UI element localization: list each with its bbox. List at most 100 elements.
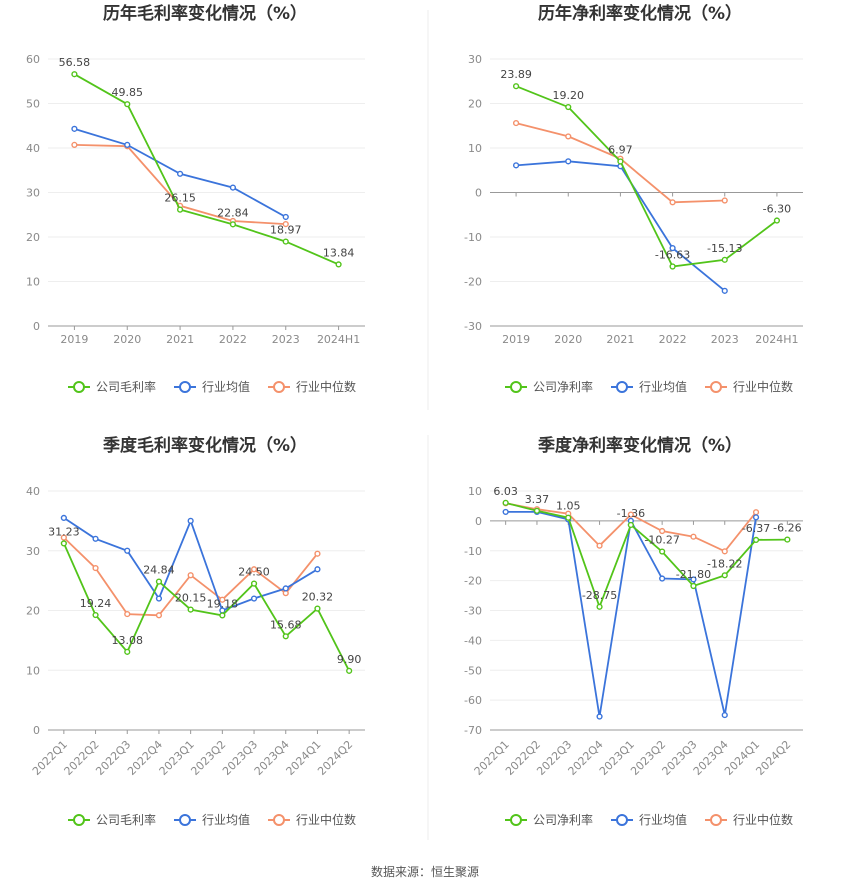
data-point-company [71, 71, 78, 78]
data-point-company [565, 103, 572, 111]
data-label: -6.30 [763, 203, 791, 216]
data-label: 31.23 [48, 525, 80, 538]
y-tick-label: 0 [33, 320, 40, 333]
data-point-company [335, 261, 342, 268]
data-point-avg [71, 125, 78, 132]
y-tick-label: -50 [464, 664, 482, 677]
series-line-avg [505, 510, 757, 717]
y-tick-label: 30 [26, 545, 40, 558]
y-tick-label: 0 [475, 187, 482, 200]
y-tick-label: 40 [26, 485, 40, 498]
data-label: -10.27 [644, 534, 679, 547]
data-point-avg [752, 514, 760, 521]
legend-item-median: 行业中位数 [296, 379, 356, 394]
data-label: 49.85 [112, 86, 144, 99]
data-point-avg [690, 576, 697, 583]
data-point-avg [124, 141, 131, 148]
series-line-company [505, 502, 788, 610]
data-point-median [187, 572, 194, 579]
data-point-company [690, 582, 697, 590]
x-tick-label: 2024H1 [317, 333, 360, 346]
y-tick-label: -20 [464, 276, 482, 289]
data-point-avg [176, 170, 184, 177]
data-point-company [627, 521, 634, 529]
y-tick-label: 60 [26, 53, 40, 66]
data-point-company [124, 648, 131, 655]
x-tick-label: 2020 [113, 333, 141, 346]
legend-item-company: 公司毛利率 [96, 379, 156, 394]
data-label: 1.05 [556, 500, 581, 513]
data-point-company [752, 536, 760, 544]
chart-title: 历年净利率变化情况（%） [538, 3, 742, 24]
y-tick-label: 40 [26, 142, 40, 155]
data-point-avg [512, 162, 520, 169]
data-label: -1.36 [617, 507, 645, 520]
data-point-median [92, 564, 99, 572]
data-point-avg [721, 287, 728, 294]
legend-marker-median [273, 814, 285, 826]
data-point-median [627, 511, 634, 518]
chart-title: 历年毛利率变化情况（%） [103, 3, 307, 24]
data-point-median [155, 612, 163, 619]
legend-marker-median [710, 814, 722, 826]
legend-marker-company [73, 381, 85, 393]
data-label: 56.58 [59, 56, 91, 69]
data-label: 26.15 [164, 192, 196, 205]
series-line-company [515, 85, 778, 268]
y-tick-label: 20 [26, 231, 40, 244]
y-tick-label: -60 [464, 694, 482, 707]
data-point-company [617, 158, 624, 165]
chart-title: 季度净利率变化情况（%） [538, 435, 742, 456]
data-point-company [250, 580, 258, 587]
y-tick-label: 50 [26, 98, 40, 111]
y-tick-label: 0 [33, 724, 40, 737]
legend-item-company: 公司净利率 [533, 379, 593, 394]
data-point-median [124, 610, 131, 618]
y-tick-label: 10 [468, 485, 482, 498]
data-point-median [512, 119, 520, 127]
data-point-company [773, 217, 781, 224]
series-line-company [63, 543, 350, 672]
data-point-median [721, 197, 728, 204]
legend-item-median: 行业中位数 [733, 812, 793, 827]
data-label: 6.03 [493, 485, 518, 498]
y-tick-label: -40 [464, 634, 482, 647]
data-point-avg [155, 595, 163, 602]
x-tick-label: 2021 [606, 333, 634, 346]
data-point-company [502, 499, 509, 506]
y-tick-label: -20 [464, 575, 482, 588]
y-tick-label: 20 [26, 605, 40, 618]
legend-item-company: 公司毛利率 [96, 812, 156, 827]
data-point-company [346, 667, 353, 674]
data-label: 24.84 [143, 564, 175, 577]
data-point-company [512, 83, 520, 90]
y-tick-label: -10 [464, 231, 482, 244]
x-tick-label: 2019 [502, 333, 530, 346]
data-point-company [565, 514, 572, 521]
data-label: -21.80 [676, 568, 711, 581]
series-line-company [73, 73, 339, 266]
legend-item-company: 公司净利率 [533, 812, 593, 827]
y-tick-label: 10 [468, 142, 482, 155]
data-point-company [784, 536, 791, 543]
data-label: 15.68 [270, 618, 302, 631]
data-point-company [669, 263, 676, 270]
data-point-median [721, 548, 728, 555]
legend-marker-company [73, 814, 85, 826]
x-tick-label: 2020 [554, 333, 582, 346]
data-point-avg [565, 158, 572, 165]
data-point-median [659, 527, 666, 535]
data-point-company [314, 605, 321, 612]
data-point-avg [596, 713, 603, 720]
chart-panel-3: 季度毛利率变化情况（%）0102030402022Q12022Q22022Q32… [26, 435, 365, 827]
x-tick-label: 2023 [711, 333, 739, 346]
data-label: 19.24 [80, 597, 112, 610]
x-tick-label: 2023 [272, 333, 300, 346]
x-tick-label: 2019 [60, 333, 88, 346]
data-label: 13.84 [323, 246, 355, 259]
data-point-company [155, 578, 163, 585]
data-label: -28.75 [582, 589, 617, 602]
chart-panel-2: 历年净利率变化情况（%） -30 -20 -10 0 10 20 30 2019 2020 2021… [464, 3, 803, 394]
data-point-avg [250, 595, 258, 602]
data-point-company [92, 611, 99, 619]
